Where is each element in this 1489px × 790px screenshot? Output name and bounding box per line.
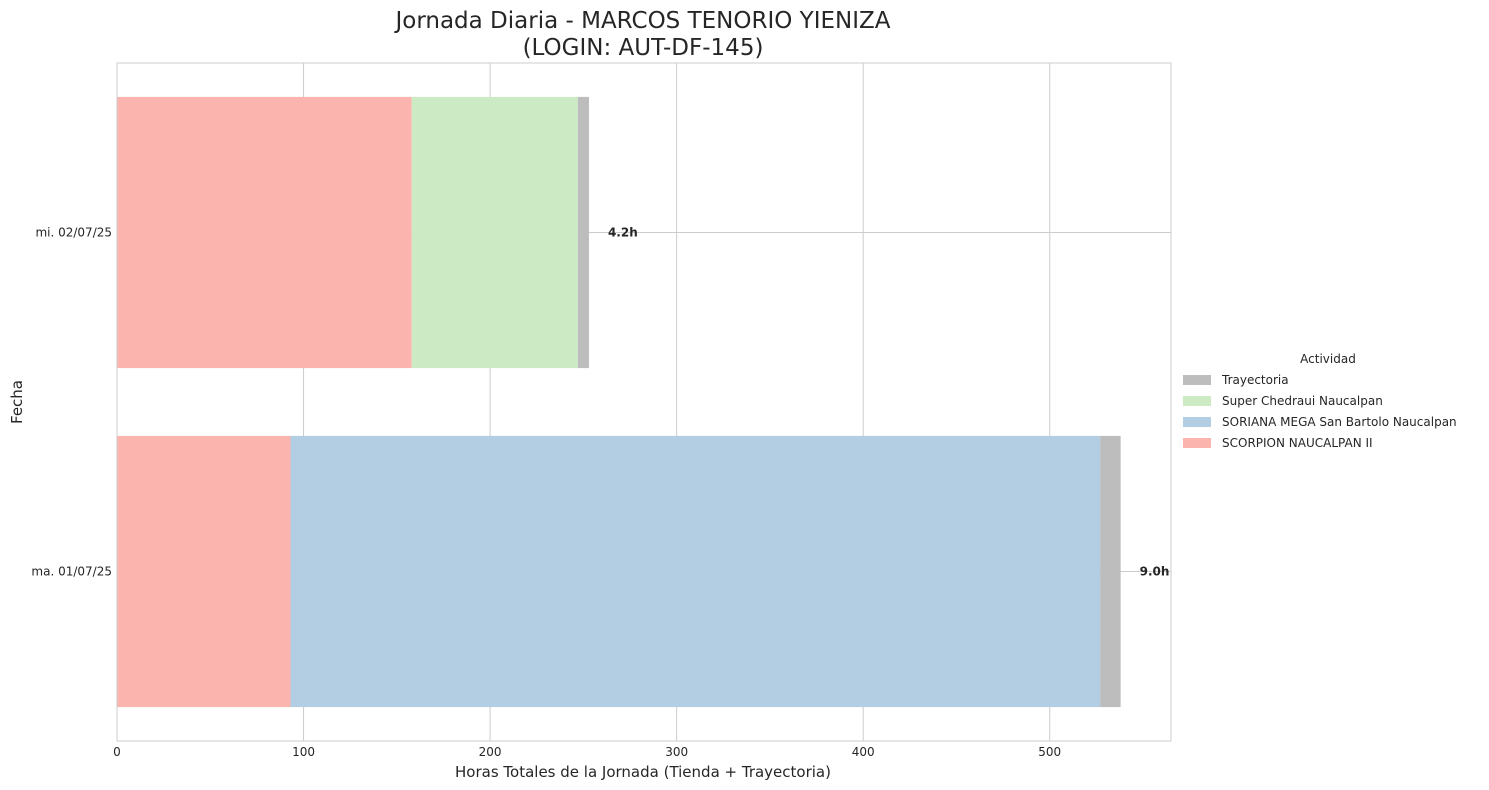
- x-tick-label: 500: [1038, 745, 1061, 759]
- plot-frame: [116, 62, 1172, 742]
- bar-segment: [577, 96, 589, 369]
- y-axis-label: Fecha: [8, 380, 26, 424]
- y-tick-label: mi. 02/07/25: [35, 226, 112, 240]
- x-tick-label: 400: [852, 745, 875, 759]
- bar-segment: [117, 435, 291, 708]
- legend-swatch: [1183, 417, 1211, 427]
- x-axis-label: Horas Totales de la Jornada (Tienda + Tr…: [455, 763, 831, 781]
- bar-segment: [1100, 435, 1121, 708]
- total-label: 9.0h: [1140, 565, 1170, 579]
- x-tick-label: 200: [479, 745, 502, 759]
- total-label: 4.2h: [608, 226, 638, 240]
- legend-swatch: [1183, 396, 1211, 406]
- chart-title-line2: (LOGIN: AUT-DF-145): [523, 35, 764, 61]
- x-tick-label: 0: [113, 745, 121, 759]
- legend-swatch: [1183, 438, 1211, 448]
- legend-entries: Trayectoria Super Chedraui Naucalpan SORIA…: [1183, 373, 1457, 450]
- legend-entry-label: SORIANA MEGA San Bartolo Naucalpan: [1222, 415, 1457, 429]
- y-tick-label: ma. 01/07/25: [31, 565, 112, 579]
- chart-title-line1: Jornada Diaria - MARCOS TENORIO YIENIZA: [393, 8, 890, 34]
- legend-title: Actividad: [1300, 352, 1356, 366]
- x-tick-label: 100: [292, 745, 315, 759]
- legend-entry-label: Super Chedraui Naucalpan: [1222, 394, 1383, 408]
- x-tick-label: 300: [665, 745, 688, 759]
- ticks: 0 100 200 300 400 500 mi. 02/07/25 ma. 01/07/25: [31, 226, 1061, 760]
- bar-segment: [117, 96, 412, 369]
- legend: Actividad Trayectoria Super Chedraui Nauc…: [1183, 352, 1457, 450]
- legend-swatch: [1183, 375, 1211, 385]
- legend-entry-label: SCORPION NAUCALPAN II: [1222, 436, 1373, 450]
- bars: [117, 96, 1121, 708]
- legend-entry-label: Trayectoria: [1221, 373, 1289, 387]
- bar-segment: [290, 435, 1101, 708]
- bar-segment: [411, 96, 578, 369]
- data-labels: 4.2h 9.0h: [608, 226, 1169, 579]
